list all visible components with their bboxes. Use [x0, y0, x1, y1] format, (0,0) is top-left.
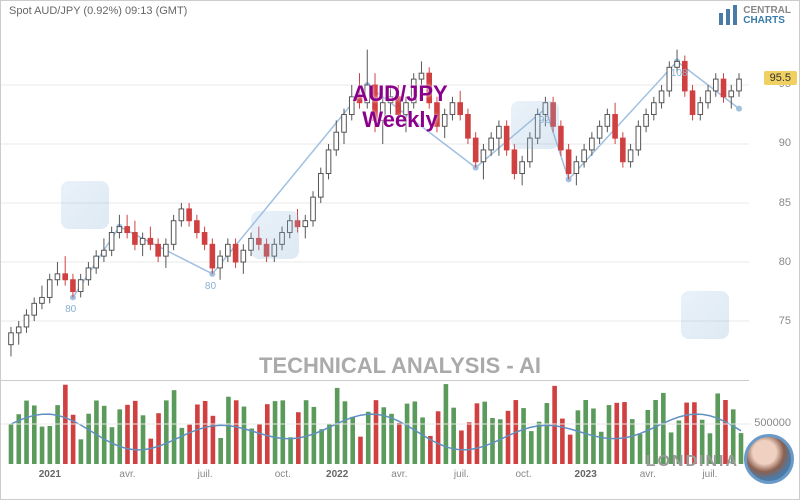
- x-tick: 2022: [326, 469, 348, 480]
- panel-divider: [1, 380, 749, 381]
- x-tick: 2021: [39, 469, 61, 480]
- zigzag-label: 80: [205, 281, 216, 292]
- brand-logo[interactable]: CENTRAL CHARTS: [717, 5, 791, 27]
- x-tick: 2023: [575, 469, 597, 480]
- chart-container: Spot AUD/JPY (0.92%) 09:13 (GMT) CENTRAL…: [0, 0, 800, 500]
- y-tick: 90: [779, 137, 791, 149]
- current-price-badge: 95.5: [764, 71, 797, 85]
- volume-chart[interactable]: [1, 384, 751, 464]
- technical-analysis-label: TECHNICAL ANALYSIS - AI: [259, 353, 541, 379]
- chart-title: AUD/JPY Weekly: [352, 81, 447, 133]
- watermark-icon: [251, 211, 299, 259]
- zigzag-label: 92: [539, 115, 550, 126]
- x-tick: avr.: [391, 469, 407, 480]
- y-tick: 80: [779, 256, 791, 268]
- y-tick: 75: [779, 315, 791, 327]
- zigzag-label: 80: [65, 304, 76, 315]
- watermark-icon: [681, 291, 729, 339]
- x-axis: 2021avr.juil.oct.2022avr.juil.oct.2023av…: [1, 469, 749, 489]
- time-label: 09:13 (GMT): [125, 5, 187, 17]
- y-tick: 85: [779, 197, 791, 209]
- x-tick: juil.: [198, 469, 213, 480]
- watermark-icon: [511, 101, 559, 149]
- londinia-label: LONDINIA: [646, 453, 739, 471]
- zigzag-label: 108: [671, 68, 688, 79]
- y-axis: 758085909595.5: [749, 26, 799, 379]
- x-tick: oct.: [275, 469, 291, 480]
- watermark-icon: [61, 181, 109, 229]
- price-chart[interactable]: [1, 26, 749, 380]
- x-tick: oct.: [515, 469, 531, 480]
- logo-icon: [717, 5, 739, 27]
- x-tick: avr.: [119, 469, 135, 480]
- logo-text: CENTRAL CHARTS: [743, 6, 791, 26]
- avatar-icon[interactable]: [744, 434, 794, 484]
- volume-y-tick: 500000: [754, 417, 791, 429]
- symbol-label: Spot AUD/JPY: [9, 5, 80, 17]
- x-tick: juil.: [454, 469, 469, 480]
- change-pct: (0.92%): [83, 5, 122, 17]
- chart-header: Spot AUD/JPY (0.92%) 09:13 (GMT): [9, 5, 187, 17]
